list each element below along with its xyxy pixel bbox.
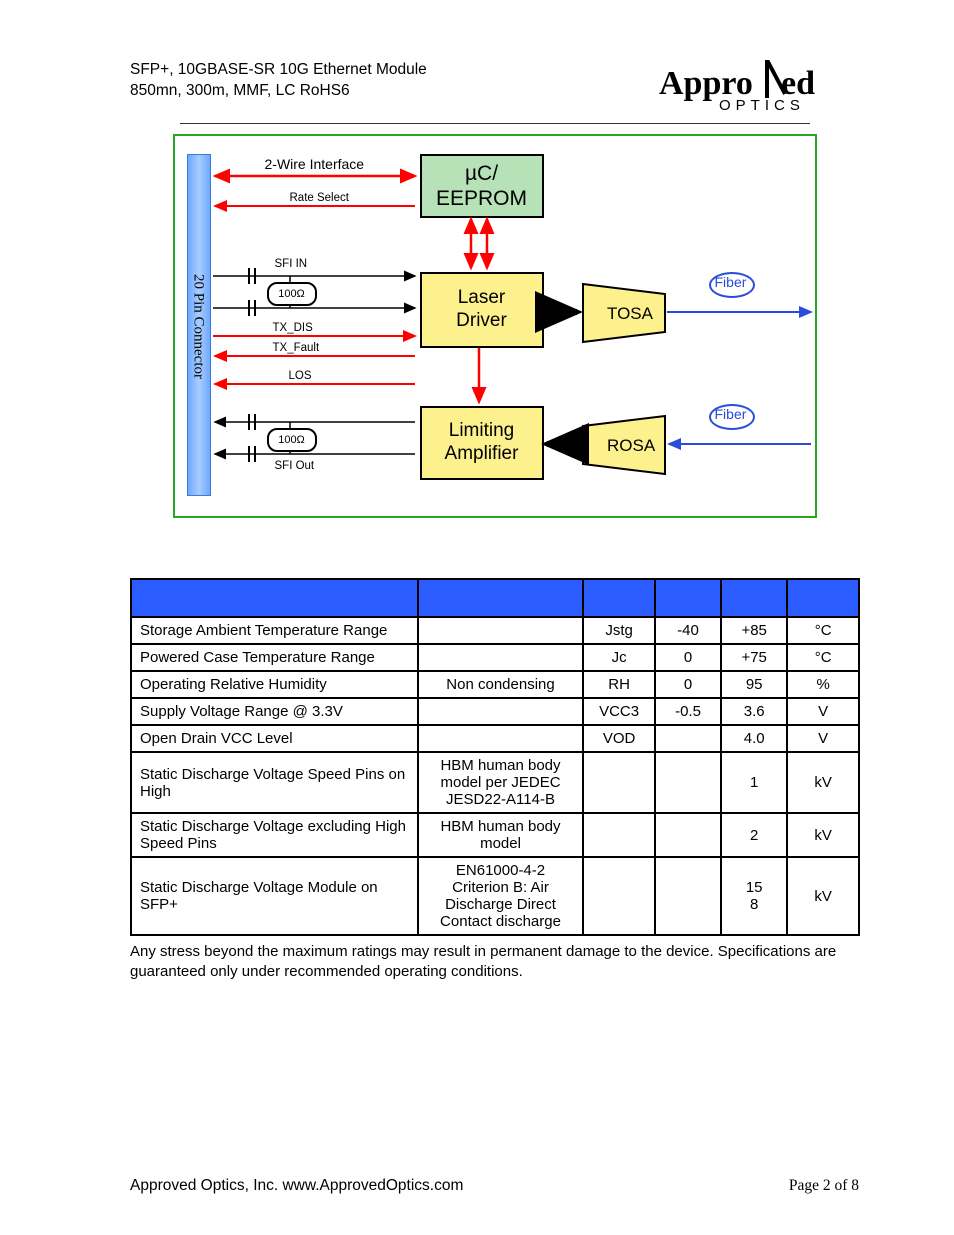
spec-table-wrap: Storage Ambient Temperature Range Jstg-4… xyxy=(130,578,859,983)
label-2wire: 2-Wire Interface xyxy=(265,156,365,172)
title-line2: 850mn, 300m, MMF, LC RoHS6 xyxy=(130,81,427,102)
fiber-label-top: Fiber xyxy=(715,274,747,290)
label-tx-fault: TX_Fault xyxy=(273,342,320,354)
svg-text:ROSA: ROSA xyxy=(607,436,656,455)
connector-label: 20 Pin Connector xyxy=(189,241,207,411)
resistor-top: 100Ω xyxy=(267,282,317,306)
label-los: LOS xyxy=(289,370,312,382)
header-block: SFP+, 10GBASE-SR 10G Ethernet Module 850… xyxy=(130,60,859,117)
table-row: Operating Relative HumidityNon condensin… xyxy=(131,671,859,698)
block-diagram: 20 Pin Connector µC/EEPROM LaserDriver L… xyxy=(173,134,817,518)
horizontal-rule xyxy=(180,123,810,124)
resistor-bot: 100Ω xyxy=(267,428,317,452)
table-note: Any stress beyond the maximum ratings ma… xyxy=(130,942,860,983)
fiber-label-bot: Fiber xyxy=(715,406,747,422)
table-row: Powered Case Temperature Range Jc0 +75°C xyxy=(131,644,859,671)
title-block: SFP+, 10GBASE-SR 10G Ethernet Module 850… xyxy=(130,60,427,102)
label-rate-select: Rate Select xyxy=(290,192,349,204)
page-footer: Approved Optics, Inc. www.ApprovedOptics… xyxy=(130,1177,859,1195)
svg-text:OPTICS: OPTICS xyxy=(719,97,805,112)
label-sfi-in: SFI IN xyxy=(275,258,308,270)
block-limiting-amp: LimitingAmplifier xyxy=(420,406,544,480)
logo: Appro ed OPTICS xyxy=(659,60,859,117)
footer-page: Page 2 of 8 xyxy=(789,1177,859,1195)
table-row: Static Discharge Voltage Module on SFP+E… xyxy=(131,857,859,935)
block-laser-driver: LaserDriver xyxy=(420,272,544,348)
label-tx-dis: TX_DIS xyxy=(273,322,313,334)
svg-text:TOSA: TOSA xyxy=(607,304,654,323)
logo-svg: Appro ed OPTICS xyxy=(659,60,859,112)
table-row: Storage Ambient Temperature Range Jstg-4… xyxy=(131,617,859,644)
table-row: Supply Voltage Range @ 3.3V VCC3-0.5 3.6… xyxy=(131,698,859,725)
footer-left: Approved Optics, Inc. www.ApprovedOptics… xyxy=(130,1177,463,1195)
spec-table: Storage Ambient Temperature Range Jstg-4… xyxy=(130,578,860,936)
table-header xyxy=(131,579,859,617)
label-sfi-out: SFI Out xyxy=(275,460,315,472)
table-row: Open Drain VCC Level VOD 4.0V xyxy=(131,725,859,752)
table-row: Static Discharge Voltage excluding High … xyxy=(131,813,859,857)
block-eeprom: µC/EEPROM xyxy=(420,154,544,218)
title-line1: SFP+, 10GBASE-SR 10G Ethernet Module xyxy=(130,60,427,81)
table-row: Static Discharge Voltage Speed Pins on H… xyxy=(131,752,859,813)
